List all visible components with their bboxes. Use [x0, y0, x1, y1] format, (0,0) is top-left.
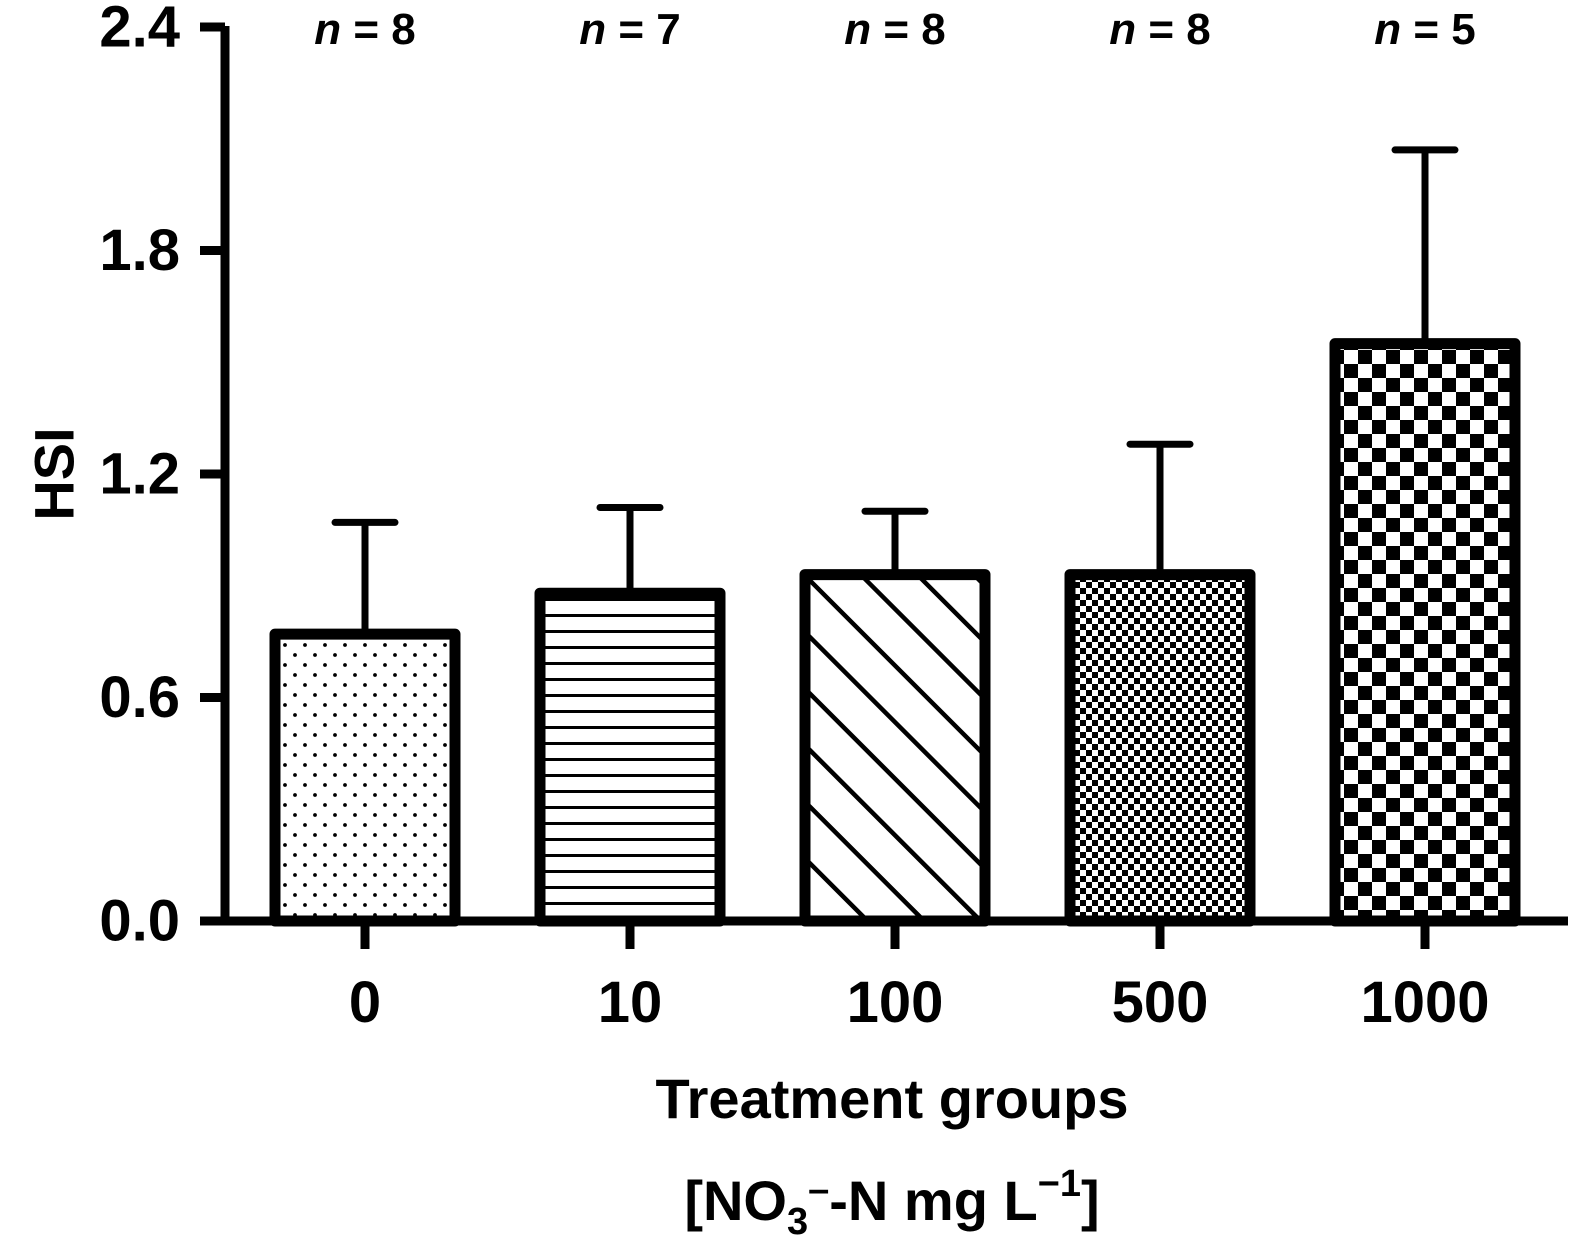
n-label-value: = 8 — [1136, 5, 1211, 54]
x-unit-exponent: −1 — [1038, 1163, 1081, 1205]
bars — [269, 338, 1521, 927]
n-label-value: = 8 — [871, 5, 946, 54]
bar-100 — [799, 569, 991, 927]
x-unit-mid: -N mg L — [829, 1169, 1037, 1232]
n-label-symbol: n — [1374, 5, 1401, 54]
y-axis-ticks: 0.0 0.6 1.2 1.8 2.4 — [99, 0, 225, 954]
n-label: n = 7 — [579, 5, 681, 54]
y-tick-label: 2.4 — [99, 0, 180, 60]
x-tick-label: 10 — [598, 970, 663, 1035]
x-axis-unit: [NO3–-N mg L−1] — [684, 1163, 1099, 1243]
n-label: n = 8 — [844, 5, 946, 54]
bar-10 — [534, 587, 726, 927]
bar-1000 — [1329, 338, 1521, 927]
n-label-symbol: n — [844, 5, 871, 54]
x-tick-label: 0 — [349, 970, 381, 1035]
n-label: n = 8 — [1109, 5, 1211, 54]
x-unit-subscript: 3 — [787, 1201, 808, 1243]
n-label-value: = 8 — [341, 5, 416, 54]
x-tick-label: 1000 — [1360, 970, 1489, 1035]
y-tick-label: 1.8 — [99, 218, 180, 283]
x-tick-label: 100 — [847, 970, 944, 1035]
n-label-symbol: n — [314, 5, 341, 54]
y-tick-label: 1.2 — [99, 442, 180, 507]
bar-500 — [1064, 569, 1256, 927]
x-unit-close: ] — [1081, 1169, 1100, 1232]
n-label-symbol: n — [579, 5, 606, 54]
bar-0 — [269, 628, 461, 927]
y-tick-label: 0.0 — [99, 889, 180, 954]
n-label-symbol: n — [1109, 5, 1136, 54]
x-axis-ticks: 0 10 100 500 1000 — [349, 921, 1490, 1035]
n-label-value: = 5 — [1401, 5, 1476, 54]
n-label: n = 8 — [314, 5, 416, 54]
y-tick-label: 0.6 — [99, 665, 180, 730]
y-axis-title: HSI — [23, 427, 86, 520]
n-label: n = 5 — [1374, 5, 1476, 54]
x-unit-superscript: – — [808, 1169, 829, 1211]
error-bars — [331, 146, 1459, 635]
x-tick-label: 500 — [1112, 970, 1209, 1035]
x-unit-open: [NO — [684, 1169, 787, 1232]
x-axis-title: Treatment groups — [656, 1067, 1129, 1130]
n-label-value: = 7 — [606, 5, 681, 54]
